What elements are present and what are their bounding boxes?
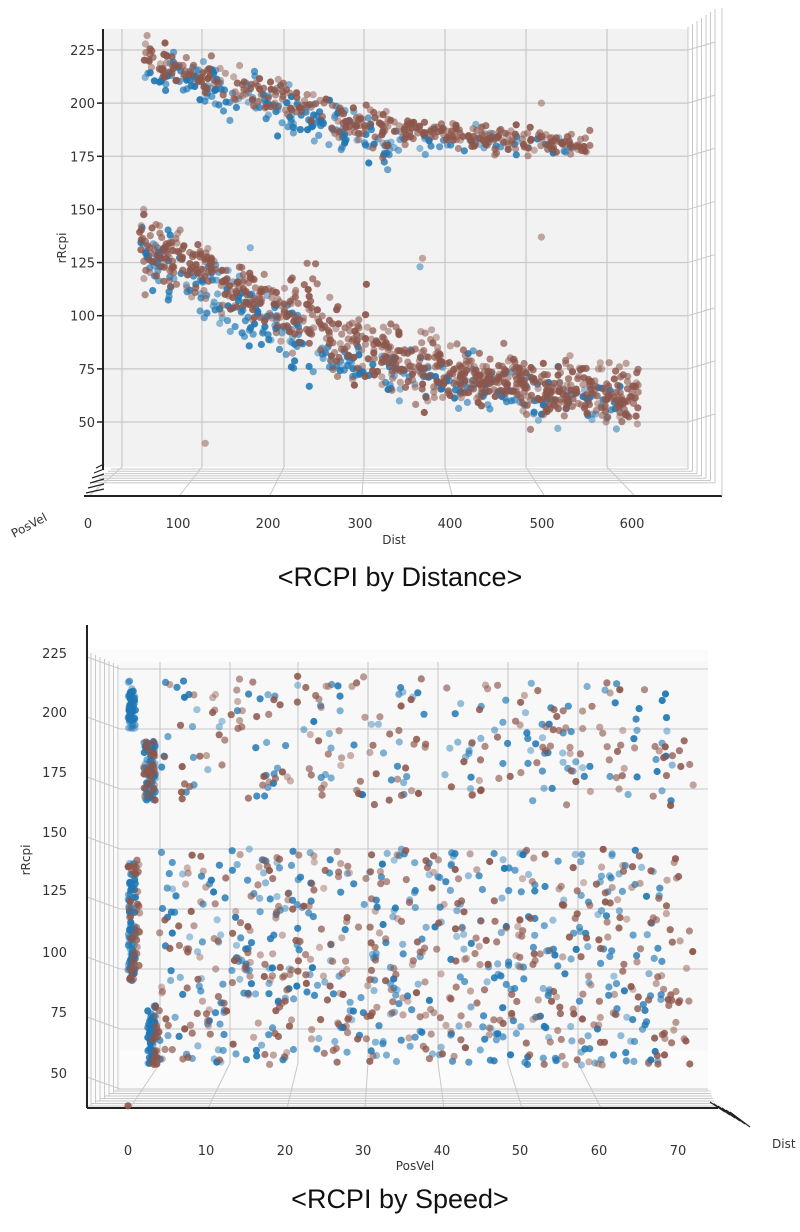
- x-tick-label: 40: [434, 1144, 451, 1159]
- x-tick-label: 30: [355, 1144, 372, 1159]
- x-tick-label: 0: [84, 517, 92, 532]
- y-tick-label: 150: [42, 826, 67, 841]
- y-tick-label: 125: [42, 884, 67, 899]
- x-tick-label: 50: [512, 1144, 529, 1159]
- x-tick-label: 400: [438, 517, 463, 532]
- x-tick-label: 0: [124, 1144, 132, 1159]
- x-tick-label: 500: [530, 517, 555, 532]
- y-tick-label: 200: [42, 706, 67, 721]
- y-axis-label: rRcpi: [19, 845, 33, 876]
- scatter-points: [136, 31, 642, 447]
- x-axis-label: Dist: [382, 533, 406, 547]
- y-tick-label: 225: [42, 647, 67, 662]
- x-tick-label: 20: [277, 1144, 294, 1159]
- y-tick-label: 75: [78, 363, 95, 378]
- y-tick-label: 50: [50, 1067, 67, 1082]
- y-tick-label: 200: [70, 97, 95, 112]
- y-tick-label: 175: [42, 766, 67, 781]
- x-tick-label: 60: [591, 1144, 608, 1159]
- y-tick-label: 125: [70, 257, 95, 272]
- chart-rcpi-by-speed: 225 200 175 150 125 100 75 50 0 10 20 30 40 50 60 70 Pos…: [0, 610, 800, 1232]
- caption-rcpi-by-distance: <RCPI by Distance>: [277, 562, 523, 592]
- y-tick-label: 100: [70, 310, 95, 325]
- y-tick-label: 150: [70, 203, 95, 218]
- y-tick-label: 50: [78, 416, 95, 431]
- x-tick-label: 10: [198, 1144, 215, 1159]
- x-tick-label: 300: [348, 517, 373, 532]
- y-axis-label: rRcpi: [55, 233, 69, 264]
- y-tick-label: 175: [70, 150, 95, 165]
- scatter-points: [124, 672, 697, 1110]
- z-axis-label: Dist: [772, 1137, 796, 1151]
- y-tick-label: 75: [50, 1006, 67, 1021]
- x-axis-label: PosVel: [396, 1159, 434, 1173]
- y-tick-label: 225: [70, 44, 95, 59]
- caption-rcpi-by-speed: <RCPI by Speed>: [291, 1184, 509, 1214]
- y-tick-label: 100: [42, 946, 67, 961]
- x-tick-label: 600: [620, 517, 645, 532]
- x-tick-label: 200: [256, 517, 281, 532]
- chart-rcpi-by-distance: 225 200 175 150 125 100 75 50 0 100 200 300 400 500 60…: [0, 0, 800, 600]
- scatter-3d-plot-speed: 225 200 175 150 125 100 75 50 0 10 20 30 40 50 60 70 Pos…: [19, 625, 796, 1173]
- x-tick-label: 70: [670, 1144, 687, 1159]
- x-tick-label: 100: [166, 517, 191, 532]
- z-axis-label: PosVel: [9, 510, 49, 540]
